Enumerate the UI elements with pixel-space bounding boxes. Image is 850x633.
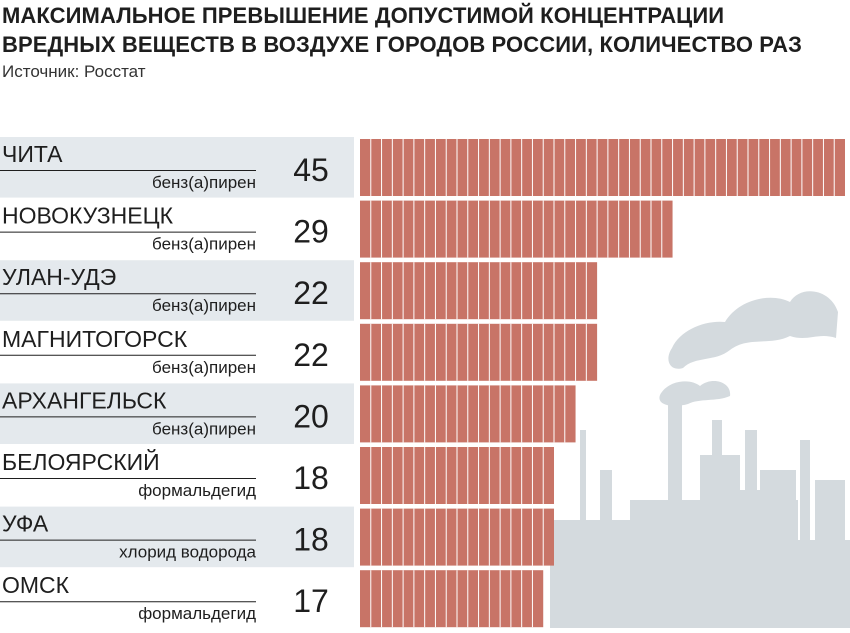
value-label: 22 <box>293 337 329 373</box>
chart-row: ЧИТА бенз(а)пирен 45 <box>0 139 845 196</box>
bar <box>360 323 598 381</box>
chart-source: Источник: Росстат <box>2 62 146 81</box>
chart-row: АРХАНГЕЛЬСК бенз(а)пирен 20 <box>0 385 576 443</box>
chart-title-line-2: ВРЕДНЫХ ВЕЩЕСТВ В ВОЗДУХЕ ГОРОДОВ РОССИИ… <box>2 32 803 57</box>
bar <box>360 139 845 196</box>
row-bands <box>0 137 354 568</box>
substance-label: формальдегид <box>138 481 256 500</box>
chart-row: БЕЛОЯРСКИЙ формальдегид 18 <box>0 447 554 504</box>
substance-label: хлорид водорода <box>119 543 256 562</box>
row-band <box>0 137 354 198</box>
bar-fill <box>360 139 845 196</box>
chart-row: ОМСК формальдегид 17 <box>0 570 544 628</box>
bar <box>360 262 598 320</box>
substance-label: бенз(а)пирен <box>152 419 256 438</box>
bar <box>360 508 554 566</box>
city-label: ЧИТА <box>2 141 63 167</box>
value-label: 20 <box>293 398 329 434</box>
bar <box>360 570 544 628</box>
bar <box>360 447 554 504</box>
chart-rows: ЧИТА бенз(а)пирен 45 НОВОКУЗНЕЦК бенз(а)пире… <box>0 139 845 628</box>
value-label: 45 <box>293 152 329 188</box>
bar <box>360 200 673 258</box>
chart-row: МАГНИТОГОРСК бенз(а)пирен 22 <box>0 323 598 381</box>
row-band <box>0 260 354 321</box>
factory-silhouette-icon <box>550 291 850 628</box>
bar-fill <box>360 570 544 628</box>
substance-label: бенз(а)пирен <box>152 235 256 254</box>
substance-label: бенз(а)пирен <box>152 296 256 315</box>
city-label: НОВОКУЗНЕЦК <box>2 203 174 229</box>
factory-block <box>735 490 765 628</box>
substance-label: бенз(а)пирен <box>152 173 256 192</box>
city-label: МАГНИТОГОРСК <box>2 326 188 352</box>
city-label: БЕЛОЯРСКИЙ <box>2 448 160 475</box>
chart-title-line-1: МАКСИМАЛЬНОЕ ПРЕВЫШЕНИЕ ДОПУСТИМОЙ КОНЦЕ… <box>2 3 725 28</box>
substance-label: формальдегид <box>138 604 256 623</box>
value-label: 18 <box>293 522 329 558</box>
value-label: 29 <box>293 214 329 250</box>
smoke-cloud <box>668 291 838 369</box>
chart-row: УФА хлорид водорода 18 <box>0 508 554 566</box>
row-band <box>0 383 354 444</box>
smoke-cloud <box>659 381 731 406</box>
substance-label: бенз(а)пирен <box>152 358 256 377</box>
chart-row: УЛАН-УДЭ бенз(а)пирен 22 <box>0 262 598 320</box>
city-label: УЛАН-УДЭ <box>2 264 116 290</box>
bar <box>360 385 576 443</box>
city-label: УФА <box>2 511 49 537</box>
value-label: 17 <box>293 583 329 619</box>
factory-block <box>780 500 798 628</box>
value-label: 22 <box>293 275 329 311</box>
city-label: ОМСК <box>2 572 70 598</box>
value-label: 18 <box>293 460 329 496</box>
city-label: АРХАНГЕЛЬСК <box>2 387 167 413</box>
factory-block <box>800 440 810 628</box>
bar-fill <box>360 200 673 258</box>
chart-row: НОВОКУЗНЕЦК бенз(а)пирен 29 <box>0 200 673 258</box>
chart-title: МАКСИМАЛЬНОЕ ПРЕВЫШЕНИЕ ДОПУСТИМОЙ КОНЦЕ… <box>2 1 848 59</box>
row-band <box>0 506 354 568</box>
